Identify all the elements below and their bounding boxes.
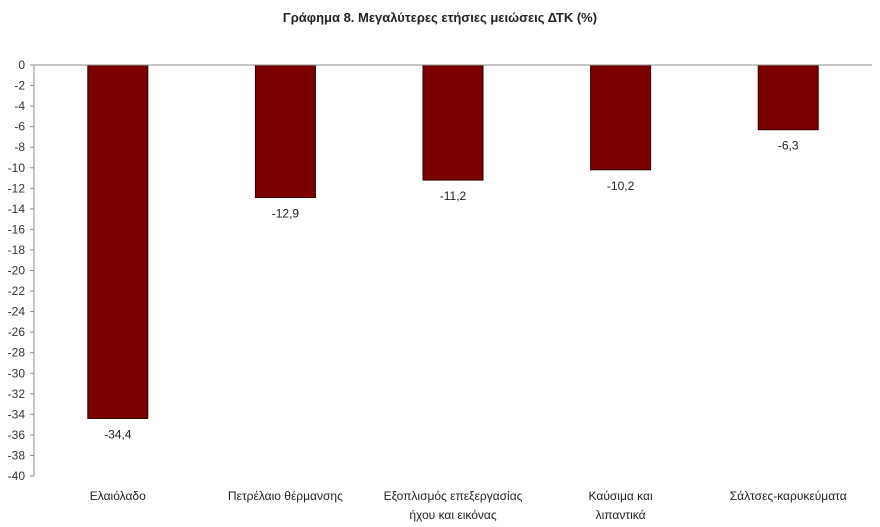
x-category-label-line: Πετρέλαιο θέρμανσης (228, 489, 343, 503)
y-tick-label: -34 (8, 407, 26, 421)
x-category-label-line: Ελαιόλαδο (90, 489, 146, 503)
y-tick-label: -6 (14, 120, 25, 134)
bar (422, 64, 484, 181)
x-category-label: Πετρέλαιο θέρμανσης (228, 489, 343, 503)
data-label: -12,9 (272, 207, 300, 221)
bar (87, 64, 149, 419)
y-tick-label: -38 (8, 448, 26, 462)
bars (87, 64, 819, 419)
data-label: -10,2 (607, 179, 635, 193)
data-label: -6,3 (778, 139, 799, 153)
y-tick-label: -4 (14, 99, 25, 113)
y-tick-label: -30 (8, 366, 26, 380)
x-category-label: Σάλτσες-καρυκεύματα (730, 489, 847, 503)
y-tick-label: -22 (8, 284, 26, 298)
data-label: -11,2 (440, 189, 467, 203)
y-tick-label: -2 (14, 79, 25, 93)
x-category-label-line: ήχου και εικόνας (409, 508, 496, 522)
x-axis: Ελαιόλαδο Πετρέλαιο θέρμανσης Εξοπλισμός ε… (34, 64, 872, 522)
data-labels: -34,4 -12,9 -11,2 -10,2 -6,3 (104, 139, 799, 442)
y-tick-label: -40 (8, 469, 26, 483)
y-tick-label: -16 (8, 222, 26, 236)
y-tick-label: 0 (18, 58, 25, 72)
data-label: -34,4 (104, 427, 132, 441)
chart-title: Γράφημα 8. Μεγαλύτερες ετήσιες μειώσεις … (282, 10, 598, 25)
x-category-label-line: Καύσιμα και (589, 489, 653, 503)
y-tick-label: -10 (8, 161, 26, 175)
y-tick-label: -36 (8, 428, 26, 442)
x-category-label: Εξοπλισμός επεξεργασίας ήχου και εικόνας (384, 489, 523, 522)
y-tick-label: -12 (8, 181, 26, 195)
bar (757, 64, 819, 131)
y-tick-label: -28 (8, 346, 26, 360)
y-tick-label: -32 (8, 387, 26, 401)
y-tick-label: -8 (14, 140, 25, 154)
x-category-label-line: Σάλτσες-καρυκεύματα (730, 489, 847, 503)
x-category-label: Καύσιμα και λιπαντικά (589, 489, 653, 522)
x-category-label-line: λιπαντικά (596, 508, 646, 522)
bar (254, 64, 316, 199)
x-category-label-line: Εξοπλισμός επεξεργασίας (384, 489, 523, 503)
y-tick-label: -20 (8, 264, 26, 278)
x-category-label: Ελαιόλαδο (90, 489, 146, 503)
y-tick-label: -26 (8, 325, 26, 339)
y-tick-label: -24 (8, 305, 26, 319)
y-tick-label: -14 (8, 202, 26, 216)
bar (590, 64, 652, 171)
y-tick-label: -18 (8, 243, 26, 257)
y-axis: 0 -2 -4 -6 -8 -10 -12 -14 -16 -18 -20 -22 -24 -26 -28 -… (8, 58, 35, 483)
